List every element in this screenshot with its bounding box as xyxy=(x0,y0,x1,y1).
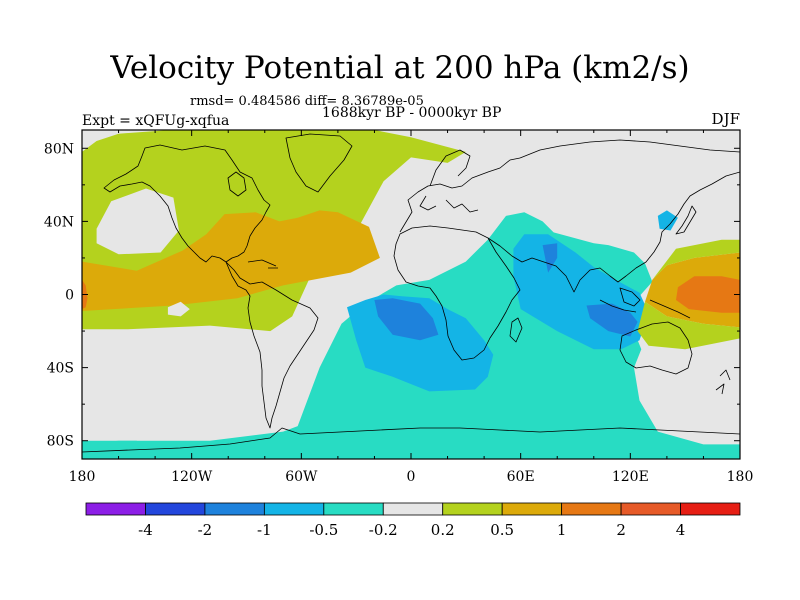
coastline-indonesia xyxy=(599,287,691,319)
contour-region-west-pacific-fringe xyxy=(652,239,740,280)
x-tick-label: 60E xyxy=(507,469,535,485)
coastlines xyxy=(82,133,740,453)
contour-region-southwest-pacific-fringe xyxy=(637,301,740,350)
colorbar-swatch xyxy=(323,502,384,516)
colorbar-swatch xyxy=(145,502,206,516)
y-tick-label: 0 xyxy=(65,288,74,304)
coastline-japan xyxy=(675,205,697,235)
colorbar-swatch xyxy=(263,502,325,516)
experiment-label: Expt = xQFUg-xqfua xyxy=(82,113,230,129)
coastline-south-america xyxy=(225,261,319,429)
colorbar-label: -0.5 xyxy=(309,521,338,539)
rmsd-diff-label: rmsd= 0.484586 diff= 8.36789e-05 xyxy=(190,94,424,109)
colorbar-swatch xyxy=(501,502,563,516)
chart-title: Velocity Potential at 200 hPa (km2/s) xyxy=(110,50,690,86)
contour-region-atlantic-band xyxy=(82,210,380,311)
colorbar-swatch xyxy=(561,502,622,516)
contour-region-northeast-pacific-low xyxy=(96,188,179,255)
coastline-caribbean xyxy=(247,259,278,269)
coastline-hudson-bay xyxy=(227,171,247,197)
contour-region-west-pacific-core xyxy=(676,276,740,313)
contour-region-southeast-pacific-fringe xyxy=(82,440,137,459)
colorbar-label: 4 xyxy=(676,521,686,539)
coastline-scandinavia xyxy=(429,149,471,187)
x-tick-label: 60W xyxy=(285,469,318,485)
x-tick-label: 120E xyxy=(612,469,649,485)
colorbar-swatch xyxy=(204,502,265,516)
colorbar-label: -1 xyxy=(257,521,272,539)
x-axis: 180 120W 60W 0 60E 120E 180 xyxy=(69,130,754,485)
season-label: DJF xyxy=(711,110,740,128)
x-tick-label: 180 xyxy=(69,469,96,485)
coastline-greenland xyxy=(285,133,353,193)
colorbar-swatch xyxy=(85,502,146,516)
colorbar-label: -2 xyxy=(198,521,213,539)
coastline-antarctica xyxy=(82,427,740,453)
colorbar-label: -0.2 xyxy=(369,521,398,539)
colorbar-swatch xyxy=(382,502,444,516)
coastline-europe xyxy=(399,157,521,233)
contour-region-africa-core xyxy=(374,298,439,341)
colorbar-label: 2 xyxy=(616,521,626,539)
coastline-asia xyxy=(487,139,740,293)
y-tick-label: 40S xyxy=(47,361,74,377)
coastline-new-zealand xyxy=(715,369,731,395)
coastline-australia xyxy=(619,321,693,375)
colorbar-label: 0.5 xyxy=(490,521,514,539)
contour-region-indian-core-north xyxy=(542,243,558,273)
x-tick-label: 180 xyxy=(727,469,754,485)
colorbar-swatch xyxy=(620,502,681,516)
colorbar-swatch xyxy=(442,502,503,516)
x-tick-label: 120W xyxy=(171,469,213,485)
coastline-madagascar xyxy=(509,317,523,343)
contour-region-indian-core-south xyxy=(586,303,638,337)
x-tick-label: 0 xyxy=(407,469,416,485)
coastline-africa xyxy=(393,225,521,361)
colorbar: -4 -2 -1 -0.5 -0.2 0.2 0.5 1 2 4 xyxy=(85,502,741,539)
y-tick-label: 80S xyxy=(47,434,74,450)
y-axis: 80N 40N 0 40S 80S xyxy=(44,141,740,450)
colorbar-label: 1 xyxy=(557,521,567,539)
contour-region-east-asia-low xyxy=(657,210,678,231)
colorbar-swatch xyxy=(680,502,741,516)
period-label: 1688kyr BP - 0000kyr BP xyxy=(322,105,502,121)
contour-region-small-east-pacific-low xyxy=(167,301,190,317)
colorbar-label: -4 xyxy=(138,521,153,539)
colorbar-label: 0.2 xyxy=(431,521,455,539)
y-tick-label: 80N xyxy=(44,141,74,157)
coastline-north-america xyxy=(103,144,271,263)
y-tick-label: 40N xyxy=(44,214,74,230)
